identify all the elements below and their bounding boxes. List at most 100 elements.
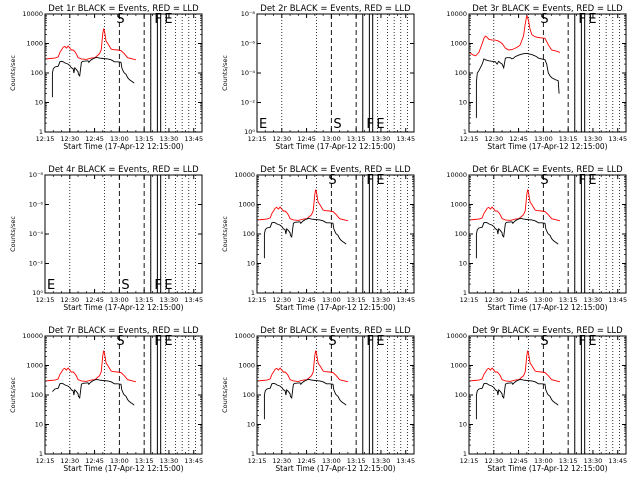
x-tick-label: 13:45 [184, 457, 203, 465]
y-tick-label: 100 [455, 69, 467, 77]
event-marker-label: F [366, 117, 373, 132]
x-tick-label: 12:30 [484, 135, 503, 143]
x-tick-label: 12:15 [248, 457, 267, 465]
event-marker-label: E [164, 278, 172, 293]
x-tick-label: 12:45 [85, 457, 104, 465]
event-marker-label: F [154, 334, 161, 349]
x-tick-label: 13:45 [396, 296, 415, 304]
events-rate-line [475, 52, 560, 118]
events-rate-line [263, 378, 347, 420]
event-marker-label: E [376, 117, 384, 132]
event-marker-label: F [366, 173, 373, 188]
x-tick-label: 13:00 [534, 135, 553, 143]
events-rate-line [475, 378, 559, 420]
y-axis-label: Counts/sec [9, 377, 17, 413]
y-tick-label: 10000 [22, 10, 43, 18]
y-tick-label: 1000 [450, 362, 467, 370]
lld-rate-line [45, 28, 137, 61]
panel-title: Det 3r BLACK = Events, RED = LLD [472, 4, 623, 14]
y-tick-label: 1 [251, 289, 255, 297]
y-tick-label: 10⁻⁸ [29, 171, 44, 179]
y-axis-label: Counts/sec [221, 377, 229, 413]
x-tick-label: 12:15 [248, 135, 267, 143]
events-rate-line [52, 378, 135, 406]
x-tick-label: 13:30 [372, 135, 391, 143]
y-tick-label: 100 [243, 391, 255, 399]
y-tick-label: 1000 [238, 201, 255, 209]
y-tick-label: 1 [251, 450, 255, 458]
y-tick-label: 100 [31, 69, 43, 77]
x-tick-label: 13:30 [372, 296, 391, 304]
event-marker-label: S [540, 334, 548, 349]
x-tick-label: 13:00 [322, 296, 341, 304]
x-axis-label: Start Time (17-Apr-12 12:15:00) [63, 303, 183, 312]
x-tick-label: 13:30 [372, 457, 391, 465]
y-tick-label: 1 [39, 128, 43, 136]
lld-rate-line [257, 350, 349, 383]
plot-frame [44, 174, 203, 294]
y-tick-label: 10 [247, 260, 255, 268]
event-marker-label: S [328, 173, 336, 188]
x-tick-label: 13:15 [559, 135, 578, 143]
y-tick-label: 10000 [446, 332, 467, 340]
y-tick-label: 10⁻² [241, 99, 256, 107]
x-tick-label: 12:45 [297, 135, 316, 143]
detector-panel: Det 6r BLACK = Events, RED = LLD 1 10 100 10… [446, 165, 627, 312]
x-tick-label: 12:45 [509, 457, 528, 465]
x-tick-label: 13:30 [160, 457, 179, 465]
panel-title: Det 8r BLACK = Events, RED = LLD [260, 326, 411, 336]
y-axis-label: Counts/sec [9, 55, 17, 91]
x-tick-label: 12:30 [60, 296, 79, 304]
event-marker-label: F [366, 334, 373, 349]
detector-panel: Det 4r BLACK = Events, RED = LLD 10⁰ 10⁻² 1… [9, 165, 203, 312]
y-tick-label: 100 [455, 230, 467, 238]
detector-panel: Det 8r BLACK = Events, RED = LLD 1 10 100 10… [221, 326, 415, 473]
x-tick-label: 12:15 [36, 296, 55, 304]
x-axis-label: Start Time (17-Apr-12 12:15:00) [275, 142, 395, 151]
x-tick-label: 13:45 [396, 457, 415, 465]
x-axis-label: Start Time (17-Apr-12 12:15:00) [275, 303, 395, 312]
x-tick-label: 12:45 [509, 296, 528, 304]
panel-title: Det 7r BLACK = Events, RED = LLD [48, 326, 199, 336]
x-axis-label: Start Time (17-Apr-12 12:15:00) [487, 142, 607, 151]
y-tick-label: 10000 [446, 171, 467, 179]
x-tick-label: 13:15 [135, 296, 154, 304]
y-tick-label: 1000 [238, 362, 255, 370]
y-axis-label: Counts/sec [221, 216, 229, 252]
x-tick-label: 12:45 [297, 296, 316, 304]
plot-frame [256, 335, 415, 455]
y-tick-label: 100 [455, 391, 467, 399]
event-marker-label: S [116, 12, 124, 27]
y-tick-label: 10 [35, 421, 43, 429]
x-axis-label: Start Time (17-Apr-12 12:15:00) [275, 464, 395, 473]
x-tick-label: 13:00 [110, 457, 129, 465]
event-marker-label: E [376, 173, 384, 188]
y-tick-label: 1000 [450, 201, 467, 209]
x-tick-label: 13:45 [184, 135, 203, 143]
x-tick-label: 13:00 [322, 457, 341, 465]
lld-rate-line [469, 15, 561, 57]
detector-panel: Det 1r BLACK = Events, RED = LLD 1 10 100 10… [9, 4, 203, 151]
y-tick-label: 10000 [234, 171, 255, 179]
plot-frame [468, 174, 627, 294]
y-tick-label: 1 [463, 289, 467, 297]
event-marker-label: F [154, 278, 161, 293]
event-marker-label: F [578, 334, 585, 349]
y-tick-label: 10000 [446, 10, 467, 18]
x-tick-label: 13:15 [135, 457, 154, 465]
y-tick-label: 10000 [234, 332, 255, 340]
x-tick-label: 13:15 [347, 457, 366, 465]
detector-panel: Det 9r BLACK = Events, RED = LLD 1 10 100 10… [446, 326, 627, 473]
event-marker-label: E [588, 12, 596, 27]
x-tick-label: 12:15 [248, 296, 267, 304]
x-tick-label: 13:15 [135, 135, 154, 143]
y-tick-label: 1000 [26, 40, 43, 48]
y-tick-label: 10 [35, 99, 43, 107]
event-marker-label: E [47, 278, 55, 293]
x-tick-label: 12:30 [60, 135, 79, 143]
y-tick-label: 10⁻⁴ [29, 230, 44, 238]
y-tick-label: 10 [459, 99, 467, 107]
event-marker-label: E [164, 334, 172, 349]
y-tick-label: 1 [39, 450, 43, 458]
x-tick-label: 12:30 [484, 457, 503, 465]
